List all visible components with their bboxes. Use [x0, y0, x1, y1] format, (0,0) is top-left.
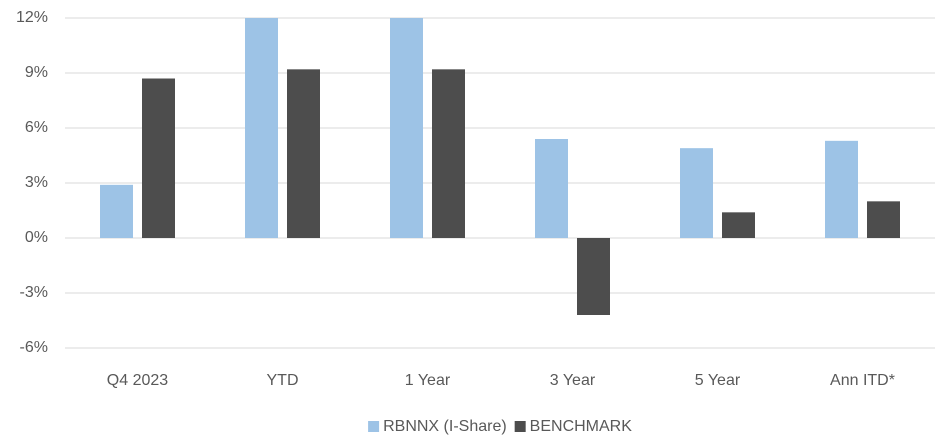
y-tick-label: -3%: [20, 284, 48, 301]
bar: [245, 18, 278, 238]
bar: [577, 238, 610, 315]
x-tick-label: 1 Year: [405, 372, 451, 389]
bar: [100, 184, 133, 238]
x-tick-label: 5 Year: [695, 372, 741, 389]
bar: [867, 201, 900, 238]
x-tick-label: 3 Year: [550, 372, 596, 389]
y-tick-label: 3%: [25, 174, 48, 191]
bar: [287, 69, 320, 238]
legend-swatch: [514, 421, 526, 432]
bar: [825, 140, 858, 238]
y-tick-label: 12%: [16, 9, 48, 26]
bar: [432, 69, 465, 238]
x-tick-label: YTD: [267, 372, 299, 389]
x-tick-label: Ann ITD*: [830, 372, 895, 389]
bar: [722, 212, 755, 238]
bar: [142, 78, 175, 238]
bar: [390, 18, 423, 238]
bar: [535, 139, 568, 238]
x-tick-label: Q4 2023: [107, 372, 168, 389]
legend-label: BENCHMARK: [530, 418, 633, 435]
legend-swatch: [368, 421, 380, 432]
y-tick-label: 9%: [25, 64, 48, 81]
y-tick-label: 0%: [25, 229, 48, 246]
y-tick-label: -6%: [20, 339, 48, 356]
y-tick-label: 6%: [25, 119, 48, 136]
bar: [680, 148, 713, 238]
legend-label: RBNNX (I-Share): [383, 418, 507, 435]
